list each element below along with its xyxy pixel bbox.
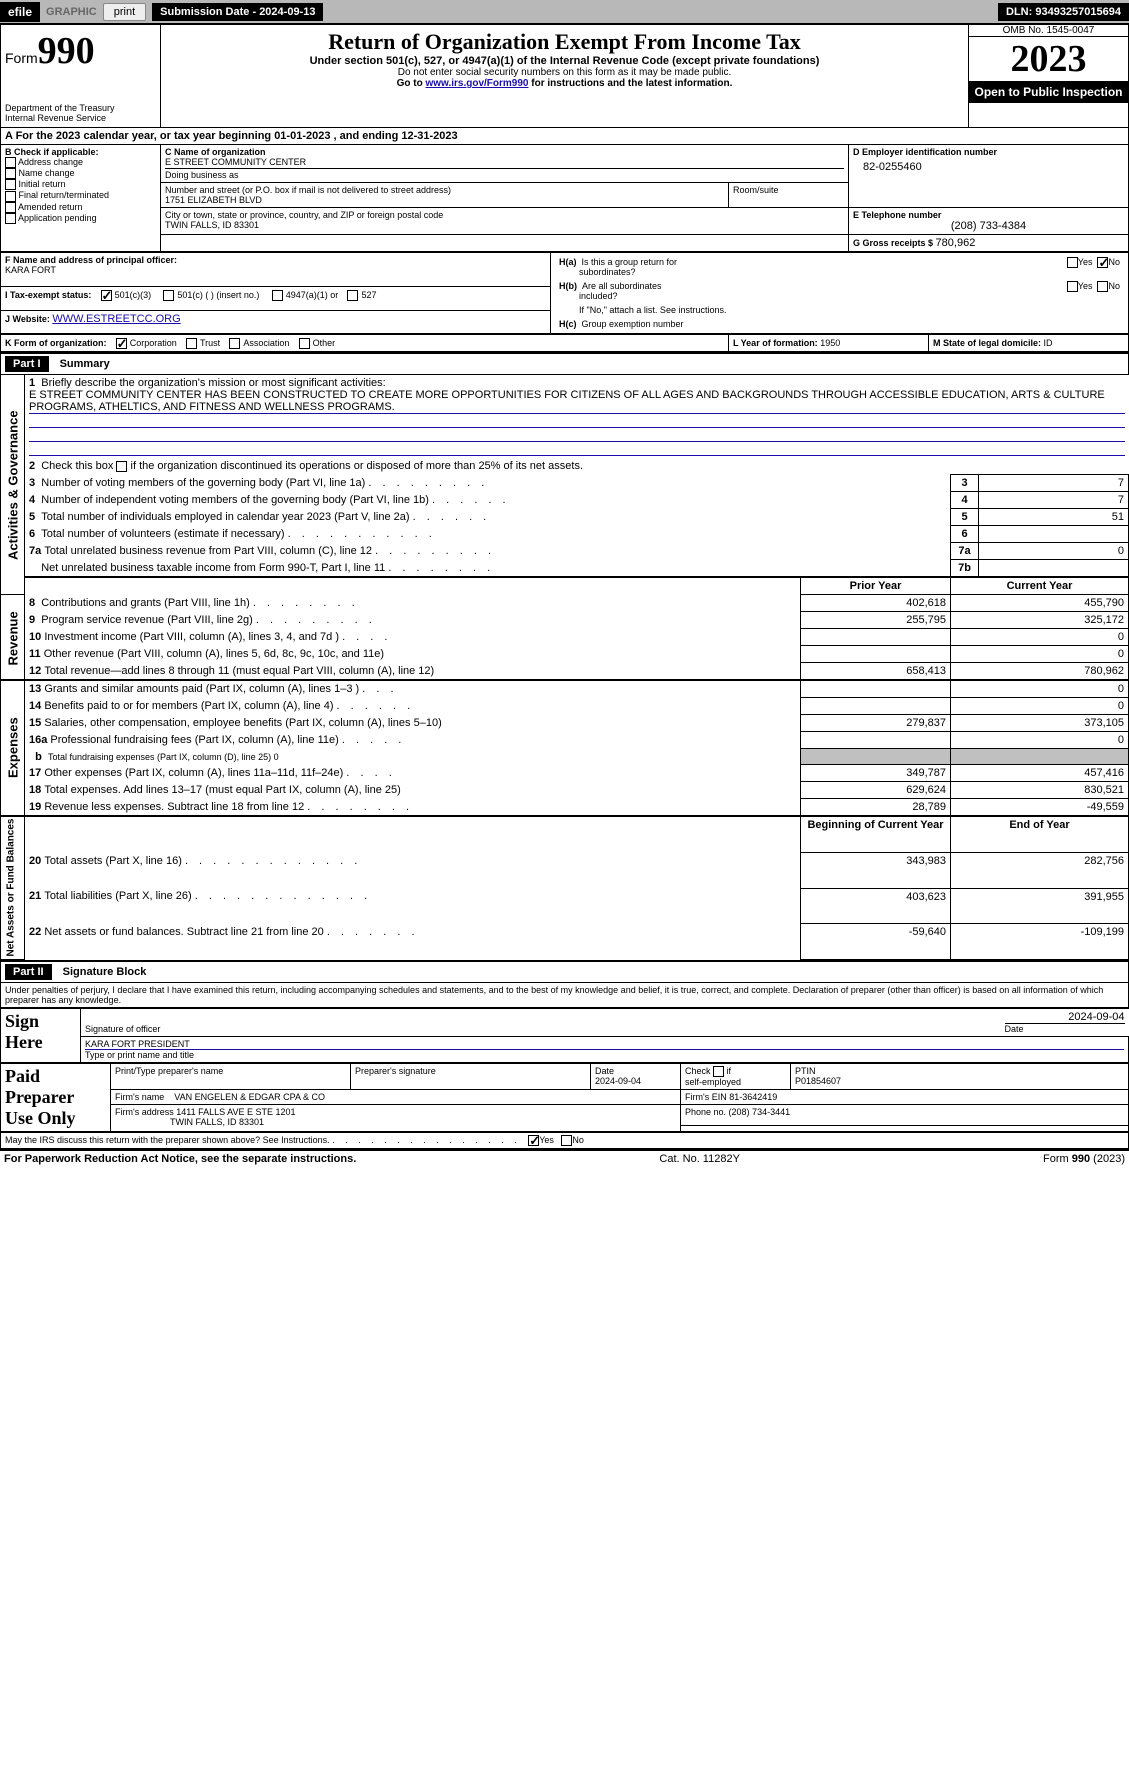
- discuss-row: May the IRS discuss this return with the…: [1, 1133, 1129, 1149]
- perjury: Under penalties of perjury, I declare th…: [1, 983, 1129, 1008]
- box-k: K Form of organization: Corporation Trus…: [1, 335, 729, 352]
- paid-preparer-label: Paid Preparer Use Only: [1, 1064, 111, 1132]
- corp-checkbox[interactable]: [116, 338, 127, 349]
- line-6: 6 Total number of volunteers (estimate i…: [1, 526, 1129, 543]
- pending-checkbox[interactable]: [5, 213, 16, 224]
- sign-here-label: Sign Here: [1, 1009, 81, 1063]
- section-a: A For the 2023 calendar year, or tax yea…: [0, 128, 1129, 144]
- line-4: 4 Number of independent voting members o…: [1, 492, 1129, 509]
- name-change-checkbox[interactable]: [5, 168, 16, 179]
- spacer: [161, 235, 849, 252]
- q1: 1 Briefly describe the organization's mi…: [25, 375, 1129, 459]
- box-m: M State of legal domicile: ID: [929, 335, 1129, 352]
- dln-label: DLN: 93493257015694: [998, 3, 1129, 21]
- box-d: D Employer identification number 82-0255…: [849, 145, 1129, 208]
- year-cell: OMB No. 1545-0047 2023 Open to Public In…: [969, 25, 1129, 128]
- irs-link[interactable]: www.irs.gov/Form990: [425, 78, 528, 89]
- line-3: 3 Number of voting members of the govern…: [1, 475, 1129, 492]
- line-5: 5 Total number of individuals employed i…: [1, 509, 1129, 526]
- hb-no-checkbox[interactable]: [1097, 281, 1108, 292]
- part-i-tag: Part I: [5, 356, 49, 372]
- final-checkbox[interactable]: [5, 191, 16, 202]
- discuss-no-checkbox[interactable]: [561, 1135, 572, 1146]
- 501c-checkbox[interactable]: [163, 290, 174, 301]
- box-i: I Tax-exempt status: 501(c)(3) 501(c) ( …: [1, 287, 551, 310]
- vg-net: Net Assets or Fund Balances: [1, 816, 25, 960]
- line-7b: Net unrelated business taxable income fr…: [1, 560, 1129, 578]
- footer: For Paperwork Reduction Act Notice, see …: [0, 1149, 1129, 1167]
- part-i-title: Summary: [52, 356, 118, 372]
- form-number-cell: Form990 Department of the Treasury Inter…: [1, 25, 161, 128]
- efile-label: efile: [0, 2, 40, 22]
- box-e: E Telephone number (208) 733-4384: [849, 208, 1129, 235]
- box-b: B Check if applicable: Address change Na…: [1, 145, 161, 252]
- vg-gov: Activities & Governance: [1, 375, 25, 595]
- box-c-street: Number and street (or P.O. box if mail i…: [161, 183, 729, 208]
- trust-checkbox[interactable]: [186, 338, 197, 349]
- ha-no-checkbox[interactable]: [1097, 257, 1108, 268]
- vg-exp: Expenses: [1, 680, 25, 816]
- room-suite: Room/suite: [729, 183, 849, 208]
- addr-change-checkbox[interactable]: [5, 157, 16, 168]
- ha-yes-checkbox[interactable]: [1067, 257, 1078, 268]
- 4947-checkbox[interactable]: [272, 290, 283, 301]
- box-j: J Website: WWW.ESTREETCC.ORG: [1, 310, 551, 333]
- title-cell: Return of Organization Exempt From Incom…: [161, 25, 969, 128]
- box-c-city: City or town, state or province, country…: [161, 208, 849, 235]
- box-g: G Gross receipts $ 780,962: [849, 235, 1129, 252]
- initial-checkbox[interactable]: [5, 179, 16, 190]
- hb-yes-checkbox[interactable]: [1067, 281, 1078, 292]
- amended-checkbox[interactable]: [5, 202, 16, 213]
- 527-checkbox[interactable]: [347, 290, 358, 301]
- top-bar: efile GRAPHIC print Submission Date - 20…: [0, 0, 1129, 24]
- 501c3-checkbox[interactable]: [101, 290, 112, 301]
- discuss-yes-checkbox[interactable]: [528, 1135, 539, 1146]
- print-button[interactable]: print: [103, 3, 146, 21]
- box-h: H(a) Is this a group return for subordin…: [551, 253, 1129, 334]
- q2: 2 Check this box if the organization dis…: [25, 458, 1129, 475]
- q2-checkbox[interactable]: [116, 461, 127, 472]
- box-f: F Name and address of principal officer:…: [1, 253, 551, 287]
- part-ii-title: Signature Block: [55, 964, 155, 980]
- graphic-label: GRAPHIC: [40, 6, 103, 18]
- assoc-checkbox[interactable]: [229, 338, 240, 349]
- self-emp-checkbox[interactable]: [713, 1066, 724, 1077]
- other-checkbox[interactable]: [299, 338, 310, 349]
- line-7a: 7a Total unrelated business revenue from…: [1, 543, 1129, 560]
- box-l: L Year of formation: 1950: [729, 335, 929, 352]
- part-ii-tag: Part II: [5, 964, 52, 980]
- box-c-name: C Name of organization E STREET COMMUNIT…: [161, 145, 849, 183]
- website-link[interactable]: WWW.ESTREETCC.ORG: [52, 313, 180, 325]
- vg-rev: Revenue: [1, 595, 25, 681]
- submission-date: Submission Date - 2024-09-13: [152, 3, 323, 21]
